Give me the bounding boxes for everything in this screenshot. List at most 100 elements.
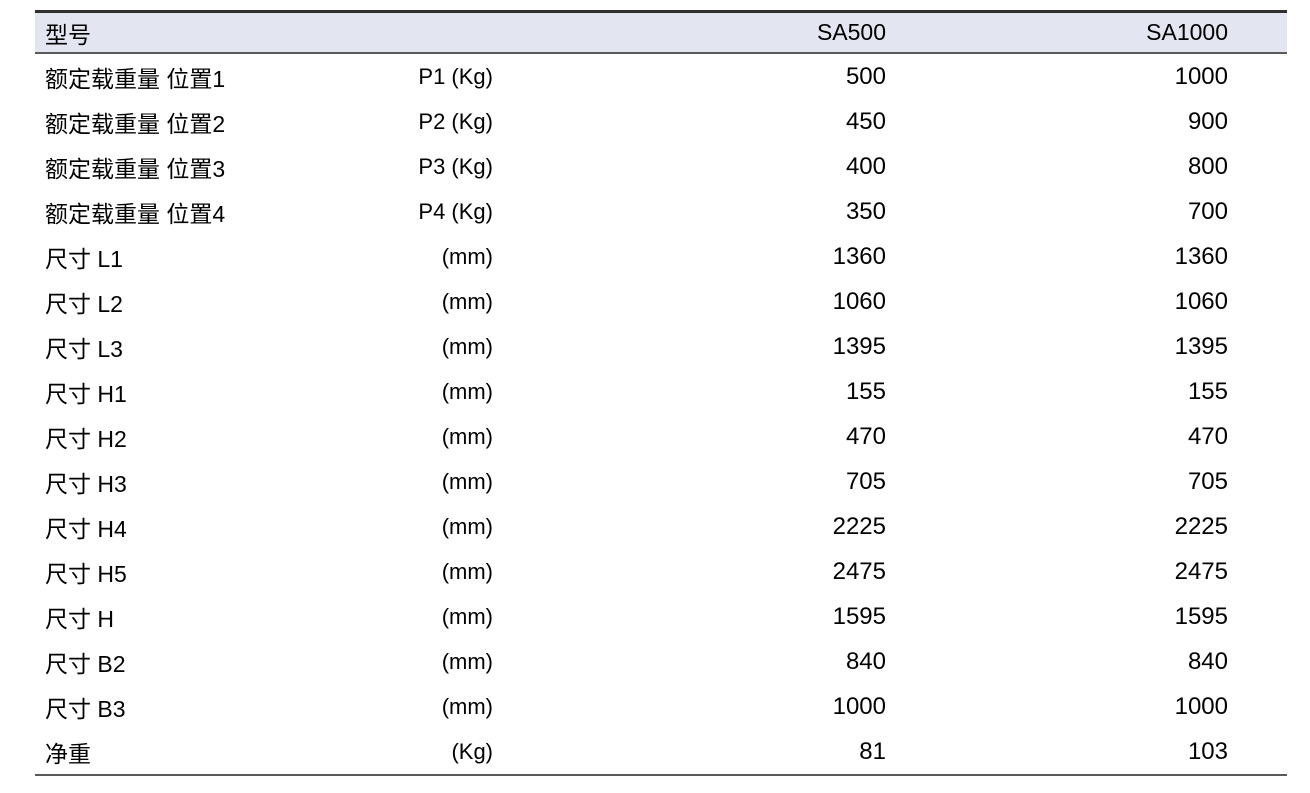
spec-table-header: 型号 SA500 SA1000 <box>35 11 1287 54</box>
row-label: 额定载重量 位置1 <box>45 65 226 92</box>
row-value-sa500: 155 <box>845 377 886 405</box>
row-right-spacer <box>1228 639 1287 684</box>
row-right-spacer <box>1228 99 1287 144</box>
row-value-sa500: 1360 <box>832 242 886 270</box>
header-unit-spacer <box>335 12 493 54</box>
row-value-sa500: 470 <box>845 422 886 450</box>
row-value-sa500: 450 <box>845 107 886 135</box>
row-value-sa500: 2475 <box>832 557 886 585</box>
row-value-sa1000: 155 <box>1187 377 1228 405</box>
table-row: 尺寸 H2 (mm) 470 470 <box>35 414 1287 459</box>
row-right-spacer <box>1228 414 1287 459</box>
row-value-sa1000: 705 <box>1187 467 1228 495</box>
row-label: 净重 <box>45 740 91 767</box>
row-unit: (mm) <box>441 558 493 584</box>
row-right-spacer <box>1228 504 1287 549</box>
row-unit: P2 (Kg) <box>418 108 493 134</box>
row-value-sa1000: 1395 <box>1174 332 1228 360</box>
row-right-spacer <box>1228 369 1287 414</box>
row-value-sa1000: 840 <box>1187 647 1228 675</box>
row-unit: (mm) <box>441 423 493 449</box>
row-value-sa1000: 2475 <box>1174 557 1228 585</box>
header-col-sa500: SA500 <box>816 19 886 45</box>
row-label: 额定载重量 位置4 <box>45 200 226 227</box>
row-unit: (mm) <box>441 513 493 539</box>
table-row: 额定载重量 位置2 P2 (Kg) 450 900 <box>35 99 1287 144</box>
row-right-spacer <box>1228 144 1287 189</box>
row-unit: (mm) <box>441 333 493 359</box>
row-unit: P1 (Kg) <box>418 63 493 89</box>
table-row: 尺寸 H (mm) 1595 1595 <box>35 594 1287 639</box>
row-value-sa1000: 1060 <box>1174 287 1228 315</box>
row-value-sa1000: 2225 <box>1174 512 1228 540</box>
row-unit: (mm) <box>441 603 493 629</box>
row-value-sa1000: 1000 <box>1174 62 1228 90</box>
row-right-spacer <box>1228 729 1287 775</box>
table-row: 尺寸 H4 (mm) 2225 2225 <box>35 504 1287 549</box>
row-right-spacer <box>1228 594 1287 639</box>
row-unit: (mm) <box>441 243 493 269</box>
table-row: 尺寸 H1 (mm) 155 155 <box>35 369 1287 414</box>
row-label: 尺寸 B2 <box>45 650 126 677</box>
row-value-sa500: 1060 <box>832 287 886 315</box>
row-value-sa500: 81 <box>859 737 886 765</box>
row-unit: P4 (Kg) <box>418 198 493 224</box>
row-label: 尺寸 H2 <box>45 425 127 452</box>
row-label: 额定载重量 位置2 <box>45 110 226 137</box>
header-row: 型号 SA500 SA1000 <box>35 11 1287 54</box>
row-value-sa500: 400 <box>845 152 886 180</box>
row-label: 尺寸 H3 <box>45 470 127 497</box>
row-value-sa1000: 1360 <box>1174 242 1228 270</box>
row-label: 尺寸 L1 <box>45 245 123 272</box>
row-unit: (Kg) <box>451 738 493 764</box>
row-right-spacer <box>1228 459 1287 504</box>
row-unit: (mm) <box>441 468 493 494</box>
row-unit: (mm) <box>441 288 493 314</box>
row-value-sa1000: 800 <box>1187 152 1228 180</box>
table-row: 额定载重量 位置4 P4 (Kg) 350 700 <box>35 189 1287 234</box>
table-row: 额定载重量 位置1 P1 (Kg) 500 1000 <box>35 53 1287 99</box>
row-value-sa1000: 700 <box>1187 197 1228 225</box>
row-label: 尺寸 H4 <box>45 515 127 542</box>
row-value-sa1000: 1000 <box>1174 692 1228 720</box>
row-right-spacer <box>1228 234 1287 279</box>
row-value-sa500: 350 <box>845 197 886 225</box>
row-label: 尺寸 L3 <box>45 335 123 362</box>
row-right-spacer <box>1228 53 1287 99</box>
row-unit: (mm) <box>441 648 493 674</box>
row-unit: (mm) <box>441 378 493 404</box>
row-value-sa500: 1000 <box>832 692 886 720</box>
row-right-spacer <box>1228 324 1287 369</box>
table-row: 尺寸 B2 (mm) 840 840 <box>35 639 1287 684</box>
row-right-spacer <box>1228 684 1287 729</box>
row-value-sa500: 500 <box>845 62 886 90</box>
row-value-sa500: 1595 <box>832 602 886 630</box>
row-value-sa500: 2225 <box>832 512 886 540</box>
row-value-sa1000: 1595 <box>1174 602 1228 630</box>
row-value-sa500: 1395 <box>832 332 886 360</box>
spec-table-body: 额定载重量 位置1 P1 (Kg) 500 1000 额定载重量 位置2 P2 … <box>35 53 1287 775</box>
row-unit: (mm) <box>441 693 493 719</box>
row-value-sa1000: 103 <box>1187 737 1228 765</box>
row-label: 尺寸 B3 <box>45 695 126 722</box>
table-row: 尺寸 H3 (mm) 705 705 <box>35 459 1287 504</box>
row-value-sa1000: 470 <box>1187 422 1228 450</box>
header-col-sa1000: SA1000 <box>1146 19 1228 45</box>
row-label: 尺寸 L2 <box>45 290 123 317</box>
header-model-label: 型号 <box>45 21 91 48</box>
row-right-spacer <box>1228 189 1287 234</box>
row-label: 额定载重量 位置3 <box>45 155 226 182</box>
row-right-spacer <box>1228 279 1287 324</box>
row-right-spacer <box>1228 549 1287 594</box>
table-row: 尺寸 L2 (mm) 1060 1060 <box>35 279 1287 324</box>
table-row: 尺寸 L3 (mm) 1395 1395 <box>35 324 1287 369</box>
table-row: 净重 (Kg) 81 103 <box>35 729 1287 775</box>
row-value-sa500: 705 <box>845 467 886 495</box>
row-label: 尺寸 H1 <box>45 380 127 407</box>
table-row: 尺寸 L1 (mm) 1360 1360 <box>35 234 1287 279</box>
table-row: 尺寸 H5 (mm) 2475 2475 <box>35 549 1287 594</box>
table-row: 尺寸 B3 (mm) 1000 1000 <box>35 684 1287 729</box>
row-value-sa500: 840 <box>845 647 886 675</box>
header-right-spacer <box>1228 12 1287 54</box>
row-label: 尺寸 H5 <box>45 560 127 587</box>
